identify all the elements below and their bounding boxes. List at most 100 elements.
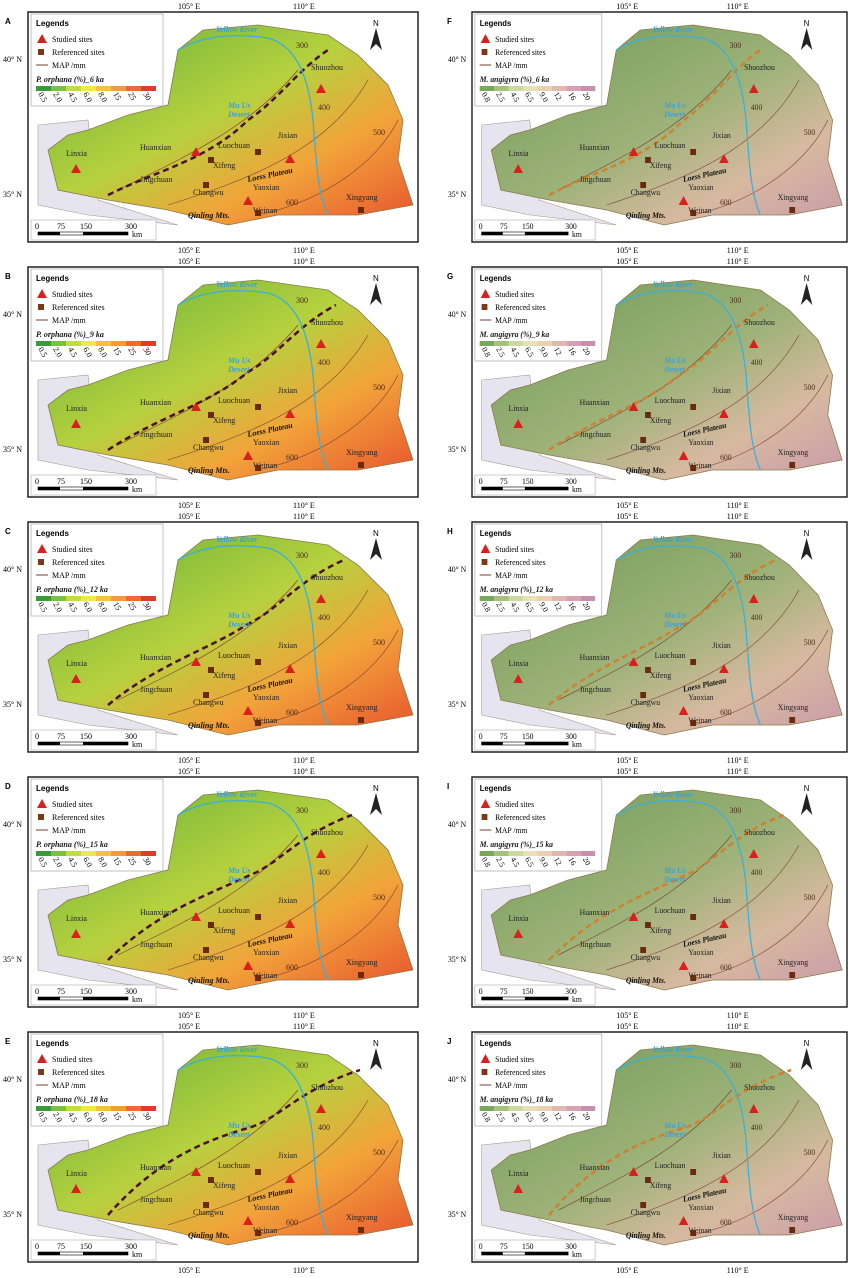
scale-cell <box>141 1106 156 1111</box>
scale-label: 25 <box>126 346 138 357</box>
referenced-site <box>255 1230 261 1236</box>
zone-boundary <box>548 48 762 197</box>
place-label: Jingchuan <box>140 685 172 694</box>
isohyet-label: 300 <box>730 551 742 560</box>
studied-site <box>678 706 689 715</box>
place-label: Xingyang <box>346 703 378 712</box>
referenced-site <box>640 437 647 443</box>
studied-site <box>513 674 523 683</box>
lon-label: 110° E <box>293 1011 315 1020</box>
place-label: Shuozhou <box>311 828 343 837</box>
legend-item: Studied sites <box>52 1055 93 1064</box>
lat-label: 40° N <box>3 1075 22 1084</box>
scale-cell <box>96 596 111 601</box>
scale-label: 15 <box>111 1111 123 1122</box>
place-label: Changwu <box>193 443 224 452</box>
studied-site <box>285 409 295 418</box>
isohyet-label: 500 <box>804 383 816 392</box>
studied-site <box>678 196 689 205</box>
place-label: Mu Us <box>227 611 250 620</box>
lat-label: 35° N <box>3 955 22 964</box>
north-arrow: N <box>804 274 810 283</box>
scale-label: 2.0 <box>51 346 64 359</box>
scale-cell <box>580 86 596 91</box>
panel-letter: H <box>447 527 453 536</box>
scale-label: 0.5 <box>36 856 49 869</box>
lon-label: 110° E <box>727 512 749 521</box>
legend-title: Legends <box>36 1039 69 1048</box>
isohyet-label: 500 <box>804 1148 816 1157</box>
scalebar-label: 75 <box>500 222 508 231</box>
referenced-site <box>208 157 214 163</box>
studied-site <box>243 961 253 970</box>
scale-cell <box>81 341 96 346</box>
scale-cell <box>551 851 567 856</box>
scalebar-label: 0 <box>479 477 483 486</box>
scale-label: 6.5 <box>523 855 535 868</box>
studied-site <box>513 1184 523 1193</box>
scalebar-fill <box>481 742 503 745</box>
legend-item: Studied sites <box>495 35 534 44</box>
scalebar-fill <box>83 1252 128 1255</box>
north-arrow: N <box>804 1039 810 1048</box>
map-panel: Legends Studied sites Referenced sites MAP … <box>3 776 419 1008</box>
place-label: Shuozhou <box>744 63 775 72</box>
scalebar-unit: km <box>132 1250 143 1259</box>
scale-cell <box>111 86 126 91</box>
river <box>615 800 762 981</box>
place-label: Luochuan <box>218 906 250 915</box>
scale-cell <box>36 1106 51 1111</box>
isohyet-label: 400 <box>318 1123 330 1132</box>
place-label: Qinling Mts. <box>626 976 666 985</box>
plateau-map <box>47 1044 414 1246</box>
scalebar-fill <box>481 487 503 490</box>
legend-square <box>481 814 488 820</box>
studied-site <box>719 919 729 928</box>
scale-cell <box>111 1106 126 1111</box>
place-label: Xingyang <box>778 703 808 712</box>
studied-site <box>678 961 689 970</box>
place-label: Desert <box>227 620 250 629</box>
referenced-site <box>255 914 261 920</box>
isohyet-label: 500 <box>804 638 816 647</box>
legend-triangle <box>480 289 491 298</box>
lon-label: 105° E <box>178 1022 200 1031</box>
scalebar-label: 300 <box>125 222 137 231</box>
lon-label: 110° E <box>293 501 315 510</box>
place-label: Shuozhou <box>311 1083 343 1092</box>
place-label: Jixian <box>712 386 730 395</box>
scale-cell <box>566 341 581 346</box>
lon-label: 105° E <box>178 2 200 11</box>
scalebar-fill <box>83 232 128 235</box>
isohyet <box>558 69 829 216</box>
scale-label: 0.8 <box>480 1110 492 1123</box>
scale-cell <box>36 341 51 346</box>
scale-cell <box>537 341 552 346</box>
legend-triangle <box>480 1054 491 1063</box>
referenced-site <box>358 1227 364 1233</box>
scale-cell <box>537 86 552 91</box>
studied-site <box>316 84 326 93</box>
scale-label: 9.0 <box>538 600 550 613</box>
legend-square <box>481 559 488 565</box>
place-label: Jixian <box>278 896 297 905</box>
scalebar-fill <box>524 1252 569 1255</box>
scale-label: 2.5 <box>494 90 506 103</box>
scale-label: 6.0 <box>81 601 94 614</box>
scalebar-fill <box>481 997 503 1000</box>
place-label: Weinan <box>688 971 711 980</box>
referenced-site <box>358 462 364 468</box>
scale-label: 2.0 <box>51 1111 64 1124</box>
scale-cell <box>566 1106 581 1111</box>
place-label: Linxia <box>509 1169 530 1178</box>
referenced-site <box>640 947 647 953</box>
lat-label: 35° N <box>3 445 22 454</box>
north-symbol <box>800 1048 813 1070</box>
referenced-site <box>690 210 697 216</box>
north-arrow: N <box>804 529 810 538</box>
studied-site <box>71 929 81 938</box>
studied-site <box>243 196 253 205</box>
scale-label: 4.5 <box>66 346 79 359</box>
scale-label: 0.5 <box>36 346 49 359</box>
legend-title: Legends <box>480 1039 512 1048</box>
